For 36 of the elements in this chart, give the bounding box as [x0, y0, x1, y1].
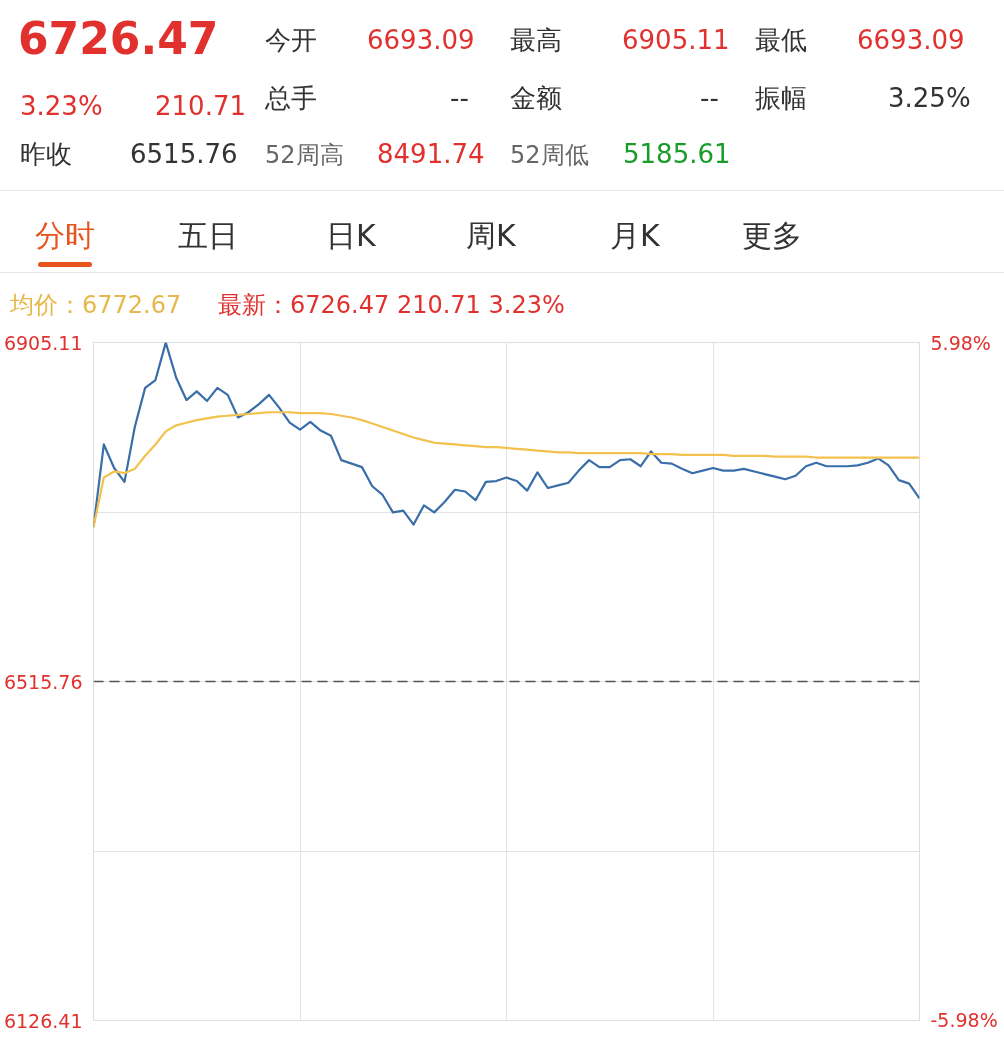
text: 总手: [265, 82, 317, 115]
text: 6693.09: [367, 24, 475, 57]
text: 今开: [265, 24, 317, 57]
text: 五日: [178, 217, 238, 255]
text: 最低: [755, 24, 807, 57]
text: 最高: [510, 24, 562, 57]
text: 6726.47: [18, 12, 219, 66]
text: --: [700, 82, 719, 115]
text: 8491.74: [377, 138, 485, 171]
text: 3.23%: [20, 90, 103, 123]
text: --: [450, 82, 469, 115]
text: 最新：6726.47 210.71 3.23%: [218, 290, 565, 321]
text: 更多: [742, 217, 802, 255]
y2-tick-label: 5.98%: [930, 331, 991, 354]
line-series: [93, 342, 920, 529]
text: 周K: [466, 217, 516, 255]
text: 52周高: [265, 140, 344, 171]
y-tick-label: 6905.11: [3, 331, 83, 354]
text: 3.25%: [888, 82, 971, 115]
text: 日K: [326, 217, 376, 255]
text: 5185.61: [623, 138, 731, 171]
text: 6693.09: [857, 24, 965, 57]
text: 6515.76: [130, 138, 238, 171]
text: 52周低: [510, 140, 589, 171]
text: 分时: [35, 217, 95, 255]
text: 210.71: [155, 90, 246, 123]
text: 昨收: [20, 138, 72, 171]
text: 振幅: [755, 82, 807, 115]
y2-tick-label: -5.98%: [930, 1008, 998, 1031]
y-tick-label: 6126.41: [3, 1009, 83, 1032]
text: 月K: [610, 217, 660, 255]
text: 6905.11: [622, 24, 730, 57]
text: 金额: [510, 82, 562, 115]
text: 均价：6772.67: [10, 290, 182, 321]
y-tick-label: 6515.76: [3, 670, 83, 693]
line-series: [93, 411, 920, 529]
